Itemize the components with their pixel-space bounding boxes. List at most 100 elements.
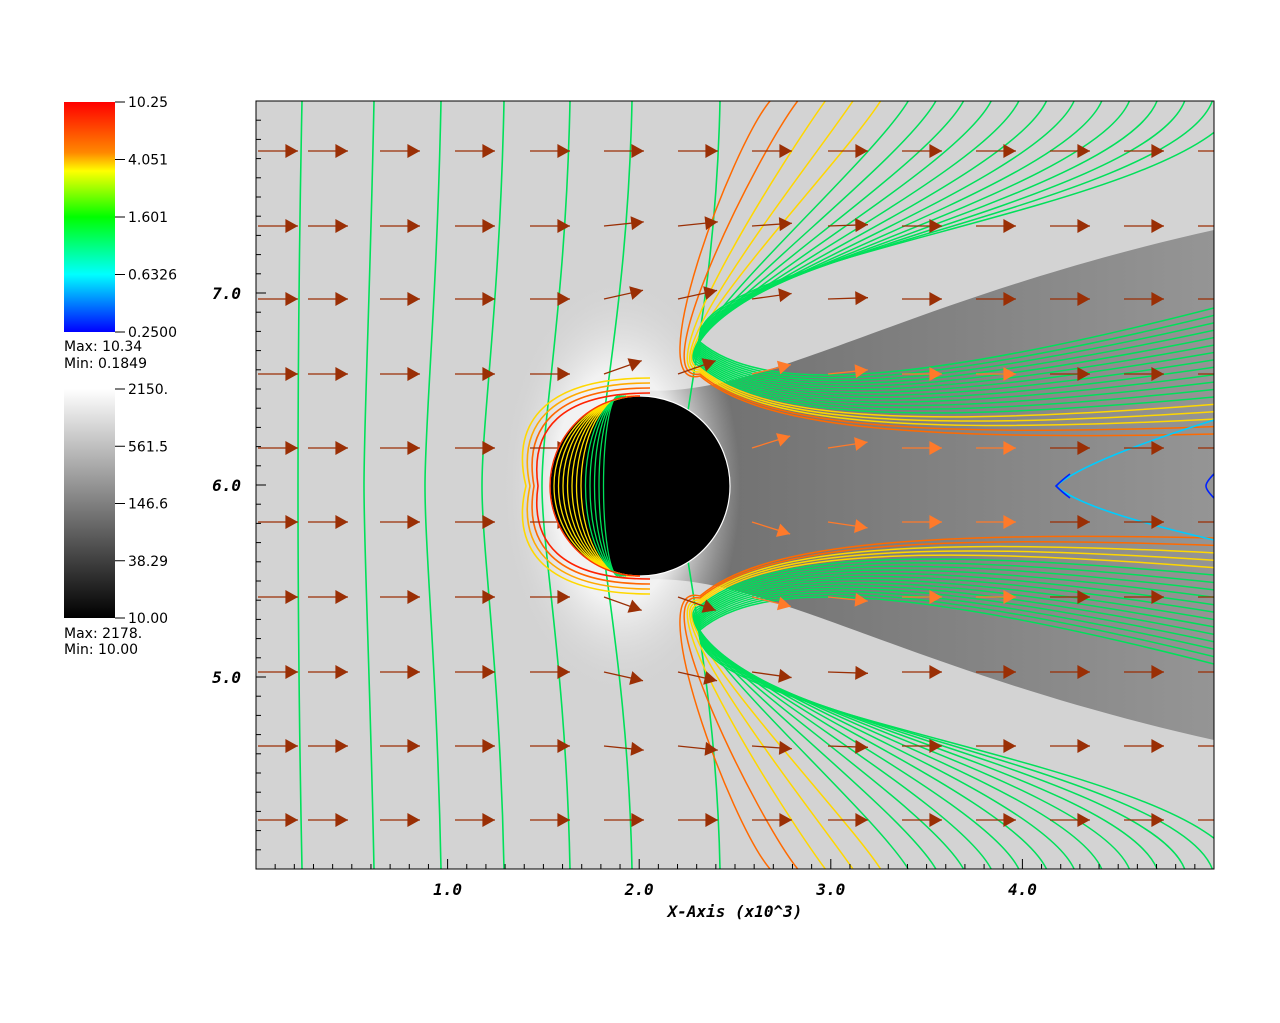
vector-arrowhead — [1077, 144, 1090, 158]
vector-arrowhead — [854, 592, 868, 607]
vector-arrowhead — [335, 739, 348, 753]
vector-arrowhead — [1003, 292, 1016, 306]
vector-arrowhead — [929, 665, 942, 679]
vector-arrowhead — [630, 216, 644, 231]
obstacle-contour — [602, 395, 619, 577]
contour-line — [696, 572, 1214, 869]
contour-line — [696, 101, 1214, 397]
wake-contour-blue — [1205, 473, 1214, 499]
vector-arrowhead — [776, 596, 791, 611]
vector-arrowhead — [557, 367, 570, 381]
bow-shock-contour — [526, 382, 651, 590]
vector-arrowhead — [704, 216, 718, 231]
vector-arrowhead — [335, 590, 348, 604]
vector-arrowhead — [285, 813, 298, 827]
vector-arrowhead — [854, 437, 868, 451]
vector-arrowhead — [1225, 515, 1238, 529]
vector-arrowhead — [1151, 219, 1164, 233]
contour-line — [697, 581, 1214, 869]
vector-arrowhead — [778, 668, 792, 683]
vector-arrowhead — [1151, 144, 1164, 158]
vector-arrowhead — [855, 665, 868, 680]
obstacle-contour — [598, 395, 621, 577]
vector-arrowhead — [778, 740, 792, 755]
vector-arrowhead — [482, 665, 495, 679]
vector-arrowhead — [1077, 441, 1090, 455]
contour-line — [693, 101, 1214, 410]
contour-line — [696, 101, 1214, 400]
vector-arrowhead — [779, 813, 792, 827]
vector-arrowhead — [1225, 590, 1238, 604]
vector-arrowhead — [631, 144, 644, 158]
legend-tick-label: 561.5 — [128, 439, 168, 455]
vector-arrowhead — [285, 590, 298, 604]
vector-arrowhead — [703, 286, 718, 300]
vector-arrowhead — [557, 292, 570, 306]
legend-tick-label: 4.051 — [128, 153, 168, 169]
y-tick-label: 5.0 — [212, 668, 241, 687]
vector-field — [258, 144, 1238, 827]
vector-arrowhead — [1003, 367, 1016, 381]
vector-arrowhead — [1077, 665, 1090, 679]
vector-arrowhead — [1077, 367, 1090, 381]
contour-line — [699, 596, 1214, 840]
legend-tick-label: 2150. — [128, 382, 168, 398]
vector-arrowhead — [1151, 813, 1164, 827]
vector-arrowhead — [1003, 219, 1016, 233]
vector-arrowhead — [776, 523, 791, 537]
contour-line — [697, 101, 1214, 388]
contour-line — [694, 565, 1214, 869]
vector-arrowhead — [929, 739, 942, 753]
vector-arrowhead — [335, 665, 348, 679]
contour-line — [297, 101, 303, 869]
vector-arrowhead — [557, 144, 570, 158]
vector-arrowhead — [1151, 441, 1164, 455]
contour-line — [683, 540, 1214, 869]
vector-arrowhead — [929, 813, 942, 827]
vector-arrowhead — [854, 364, 868, 379]
vector-arrowhead — [705, 144, 718, 158]
vector-arrowhead — [482, 590, 495, 604]
vector-arrowhead — [1077, 219, 1090, 233]
contour-line — [692, 558, 1214, 869]
vector-arrowhead — [855, 813, 868, 827]
x-tick-label: 2.0 — [624, 880, 654, 899]
vector-arrowhead — [929, 219, 942, 233]
vector-arrowhead — [482, 441, 495, 455]
contour-line — [692, 101, 1214, 414]
contour-line — [694, 101, 1214, 407]
vector-arrowhead — [704, 741, 718, 756]
vector-arrowhead — [285, 441, 298, 455]
contour-line — [686, 101, 1214, 427]
vector-arrowhead — [407, 665, 420, 679]
contour-legend-min: Min: 0.1849 — [64, 356, 147, 372]
vector-arrowhead — [285, 292, 298, 306]
contour-line — [695, 569, 1214, 869]
contour-line — [698, 587, 1214, 869]
vector-arrowhead — [1003, 665, 1016, 679]
vector-arrowhead — [855, 144, 868, 158]
obstacle-contour — [549, 395, 641, 577]
vector-arrowhead — [631, 813, 644, 827]
y-tick-label: 7.0 — [212, 284, 241, 303]
vector-arrowhead — [1151, 367, 1164, 381]
x-tick-label: 3.0 — [815, 880, 845, 899]
contour-line — [690, 101, 1214, 418]
wake-contour-blue — [1054, 473, 1071, 499]
contour-line — [689, 101, 1214, 422]
vector-arrowhead — [285, 515, 298, 529]
vector-arrowhead — [557, 739, 570, 753]
vector-arrowhead — [630, 741, 644, 756]
pseudocolor-legend-max: Max: 2178. — [64, 626, 142, 642]
vector-arrowhead — [482, 739, 495, 753]
vector-arrowhead — [1225, 292, 1238, 306]
vector-arrowhead — [557, 813, 570, 827]
vector-arrowhead — [1003, 144, 1016, 158]
vector-arrowhead — [335, 813, 348, 827]
vector-arrowhead — [407, 144, 420, 158]
vector-arrowhead — [285, 144, 298, 158]
bow-shock-contour — [536, 392, 651, 580]
vector-arrowhead — [929, 590, 942, 604]
vector-arrowhead — [1151, 590, 1164, 604]
vector-arrowhead — [778, 288, 792, 303]
